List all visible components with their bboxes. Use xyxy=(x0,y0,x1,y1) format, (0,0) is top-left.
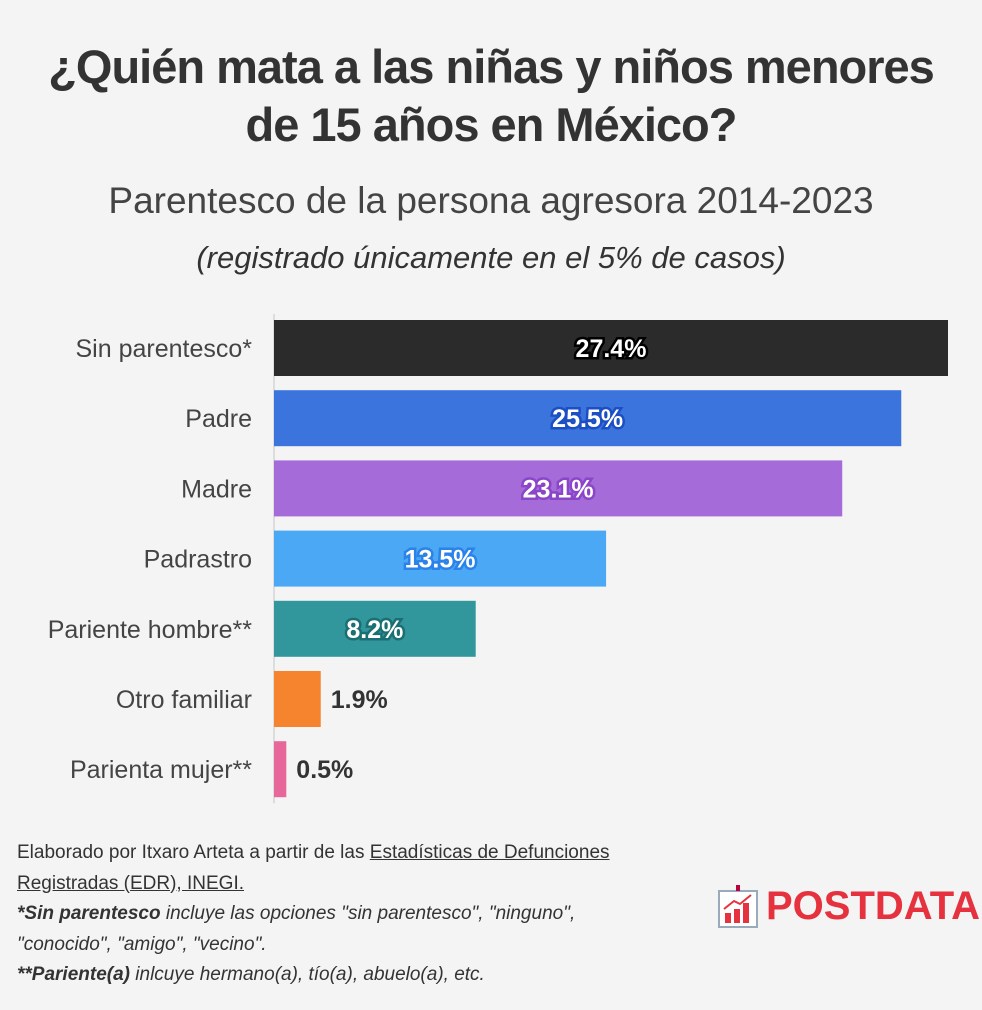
data-label: 23.1% xyxy=(523,475,594,503)
category-label: Parienta mujer** xyxy=(70,756,252,784)
data-label: 13.5% xyxy=(405,546,476,574)
data-label: 8.2% xyxy=(346,616,403,644)
source-text: Elaborado por Itxaro Arteta a partir de … xyxy=(17,842,370,863)
bar xyxy=(274,390,902,447)
bar xyxy=(274,320,948,376)
note2-bold: **Pariente(a) xyxy=(17,964,130,985)
chart-note: (registrado únicamente en el 5% de casos… xyxy=(196,240,786,275)
data-label: 0.5% xyxy=(296,756,353,784)
postdata-logo: POSTDATA xyxy=(718,884,980,929)
source-link[interactable]: Estadísticas de Defunciones Registradas … xyxy=(17,842,610,894)
category-label: Padre xyxy=(185,405,252,433)
category-label: Sin parentesco* xyxy=(75,335,252,363)
bar xyxy=(274,600,476,657)
category-label: Madre xyxy=(181,475,252,503)
chart-title: ¿Quién mata a las niñas y niños menores d… xyxy=(48,40,935,151)
data-label: 1.9% xyxy=(331,686,388,714)
bar xyxy=(274,741,287,798)
data-label: 25.5% xyxy=(552,405,623,433)
category-label: Pariente hombre** xyxy=(48,616,253,644)
data-label: 27.4% xyxy=(576,335,647,363)
category-label: Padrastro xyxy=(144,546,252,574)
category-label: Otro familiar xyxy=(116,686,252,714)
note1-bold: *Sin parentesco xyxy=(17,903,161,924)
note2-text: inlcuye hermano(a), tío(a), abuelo(a), e… xyxy=(130,964,485,985)
chart-subtitle: Parentesco de la persona agresora 2014-2… xyxy=(108,180,874,221)
bar xyxy=(274,671,321,727)
note1-text: incluye las opciones "sin parentesco", "… xyxy=(17,903,576,955)
logo-text: POSTDATA xyxy=(766,884,981,928)
bar xyxy=(274,460,843,517)
chart-growth-icon xyxy=(718,884,758,928)
footer: Elaborado por Itxaro Arteta a partir de … xyxy=(17,838,677,991)
bar xyxy=(274,530,607,587)
bar-chart: Sin parentesco* 27.4% Padre 25.5% Madre 23.1%… xyxy=(48,314,948,804)
